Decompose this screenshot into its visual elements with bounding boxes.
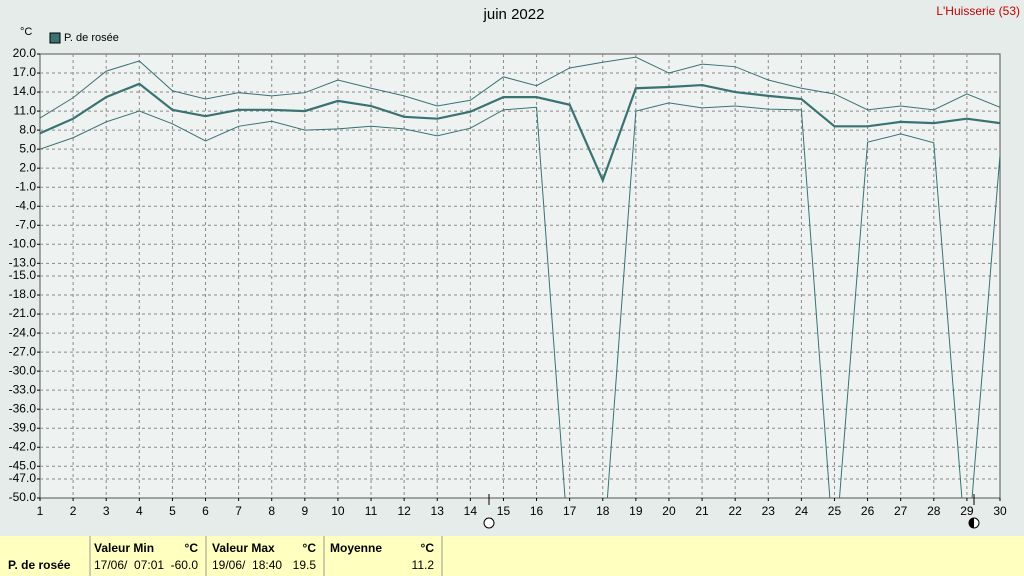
y-tick-label: -45.0 — [9, 458, 37, 472]
x-tick-label: 13 — [431, 504, 445, 518]
x-tick-label: 4 — [136, 504, 143, 518]
x-tick-label: 10 — [331, 504, 345, 518]
max-value: 19.5 — [293, 558, 317, 572]
x-tick-label: 6 — [202, 504, 209, 518]
y-tick-label: -42.0 — [9, 439, 37, 453]
x-tick-label: 18 — [596, 504, 610, 518]
mean-value: 11.2 — [412, 558, 435, 572]
mean-header: Moyenne — [330, 541, 382, 555]
y-tick-label: 8.0 — [19, 122, 36, 136]
y-tick-label: 2.0 — [19, 160, 36, 174]
x-tick-label: 9 — [301, 504, 308, 518]
x-tick-label: 27 — [894, 504, 908, 518]
x-tick-label: 22 — [728, 504, 742, 518]
chart-title: juin 2022 — [483, 6, 545, 23]
y-tick-label: 11.0 — [14, 103, 37, 117]
x-tick-label: 24 — [795, 504, 809, 518]
x-tick-label: 12 — [397, 504, 411, 518]
series-line — [40, 82, 1000, 184]
full-moon — [483, 517, 495, 529]
y-tick-label: -50.0 — [9, 490, 37, 504]
min-value: -60.0 — [171, 558, 199, 572]
x-tick-label: 28 — [927, 504, 941, 518]
legend-label: P. de rosée — [64, 32, 119, 44]
mean-unit: °C — [421, 541, 435, 555]
min-when: 17/06/ 07:01 — [94, 558, 164, 572]
series-line — [40, 102, 1000, 498]
summary-bar — [0, 536, 1024, 576]
x-tick-label: 30 — [993, 504, 1007, 518]
max-header: Valeur Max — [212, 541, 275, 555]
y-unit: °C — [20, 26, 32, 38]
y-tick-label: -15.0 — [9, 268, 37, 282]
summary-name: P. de rosée — [8, 558, 71, 572]
max-unit: °C — [303, 541, 317, 555]
y-tick-label: -36.0 — [9, 401, 37, 415]
x-tick-label: 7 — [235, 504, 242, 518]
y-tick-label: -4.0 — [15, 198, 36, 212]
x-tick-label: 1 — [37, 504, 44, 518]
y-tick-label: -1.0 — [15, 179, 36, 193]
x-tick-label: 17 — [563, 504, 577, 518]
y-tick-label: -33.0 — [9, 382, 37, 396]
min-header: Valeur Min — [94, 541, 154, 555]
x-tick-label: 20 — [662, 504, 676, 518]
y-tick-label: -10.0 — [9, 236, 37, 250]
legend-swatch — [49, 32, 61, 44]
y-tick-label: 20.0 — [13, 46, 37, 60]
x-tick-label: 8 — [268, 504, 275, 518]
x-tick-label: 23 — [762, 504, 776, 518]
x-tick-label: 29 — [960, 504, 974, 518]
x-tick-label: 5 — [169, 504, 176, 518]
max-when: 19/06/ 18:40 — [212, 558, 282, 572]
y-tick-label: 17.0 — [13, 65, 37, 79]
y-tick-label: 14.0 — [13, 84, 37, 98]
location: L'Huisserie (53) — [936, 4, 1020, 18]
y-tick-label: -47.0 — [9, 471, 37, 485]
x-tick-label: 15 — [497, 504, 511, 518]
x-tick-label: 16 — [530, 504, 544, 518]
x-tick-label: 25 — [828, 504, 842, 518]
x-tick-label: 2 — [70, 504, 77, 518]
y-tick-label: -21.0 — [9, 306, 37, 320]
y-tick-label: -30.0 — [9, 363, 37, 377]
min-unit: °C — [185, 541, 199, 555]
series-line — [40, 56, 1000, 119]
x-tick-label: 14 — [464, 504, 478, 518]
y-tick-label: -13.0 — [9, 255, 37, 269]
y-tick-label: -18.0 — [9, 287, 37, 301]
y-tick-label: 5.0 — [19, 141, 36, 155]
x-tick-label: 3 — [103, 504, 110, 518]
new-moon-half — [969, 518, 974, 528]
x-tick-label: 21 — [695, 504, 709, 518]
y-tick-label: -27.0 — [9, 344, 37, 358]
y-tick-label: -24.0 — [9, 325, 37, 339]
summary-separators — [89, 536, 443, 576]
x-tick-label: 26 — [861, 504, 875, 518]
x-tick-label: 19 — [629, 504, 643, 518]
x-tick-label: 11 — [365, 504, 378, 518]
y-tick-label: -7.0 — [15, 217, 36, 231]
y-tick-label: -39.0 — [9, 420, 37, 434]
